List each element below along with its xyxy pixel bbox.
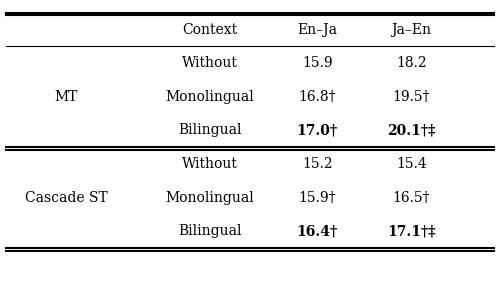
Text: Ja–En: Ja–En: [392, 23, 432, 37]
Text: Bilingual: Bilingual: [178, 224, 242, 238]
Text: 16.4†: 16.4†: [296, 224, 338, 238]
Text: 16.5†: 16.5†: [393, 191, 430, 205]
Text: 18.2: 18.2: [396, 56, 427, 70]
Text: 15.9†: 15.9†: [298, 191, 336, 205]
Text: En–Ja: En–Ja: [297, 23, 337, 37]
Text: 15.2: 15.2: [302, 157, 332, 171]
Text: Cascade ST: Cascade ST: [24, 191, 107, 205]
Text: 16.8†: 16.8†: [298, 90, 336, 104]
Text: 19.5†: 19.5†: [393, 90, 430, 104]
Text: 17.0†: 17.0†: [296, 124, 338, 137]
Text: Without: Without: [182, 157, 238, 171]
Text: Bilingual: Bilingual: [178, 124, 242, 137]
Text: Context: Context: [182, 23, 238, 37]
Text: Monolingual: Monolingual: [166, 191, 254, 205]
Text: Monolingual: Monolingual: [166, 90, 254, 104]
Text: MT: MT: [54, 90, 78, 104]
Text: 20.1†‡: 20.1†‡: [388, 124, 436, 137]
Text: Without: Without: [182, 56, 238, 70]
Text: 15.4: 15.4: [396, 157, 427, 171]
Text: 15.9: 15.9: [302, 56, 332, 70]
Text: 17.1†‡: 17.1†‡: [388, 224, 436, 238]
